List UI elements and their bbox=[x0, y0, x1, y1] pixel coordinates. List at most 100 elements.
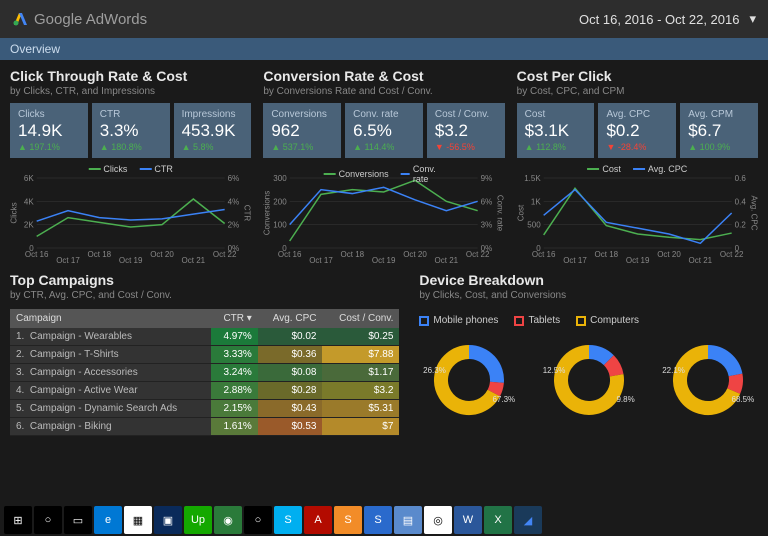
svg-text:3%: 3% bbox=[481, 221, 493, 230]
metric-card[interactable]: Cost / Conv. $3.2 ▼ -56.5% bbox=[427, 103, 505, 158]
taskbar-edge-icon[interactable]: e bbox=[94, 506, 122, 534]
donut-chart: 22.1% 68.5% bbox=[668, 340, 748, 400]
metric-value: $0.2 bbox=[606, 121, 668, 141]
metric-label: Conversions bbox=[271, 109, 333, 120]
column-header[interactable]: Campaign bbox=[10, 309, 211, 328]
metric-card[interactable]: Avg. CPC $0.2 ▼ -28.4% bbox=[598, 103, 676, 158]
cpc-cell: $0.43 bbox=[258, 400, 323, 418]
logo: Google AdWords bbox=[12, 11, 147, 28]
metric-delta: ▲ 114.4% bbox=[353, 142, 415, 152]
taskbar-app3-icon[interactable]: ◉ bbox=[214, 506, 242, 534]
svg-text:2K: 2K bbox=[24, 221, 34, 230]
svg-text:0.2: 0.2 bbox=[734, 221, 746, 230]
svg-text:0.4: 0.4 bbox=[734, 197, 746, 206]
chevron-down-icon: ▾ bbox=[749, 11, 756, 27]
svg-text:Oct 21: Oct 21 bbox=[182, 256, 206, 264]
section-sub: by Conversions Rate and Cost / Conv. bbox=[263, 86, 504, 97]
metric-card[interactable]: Conv. rate 6.5% ▲ 114.4% bbox=[345, 103, 423, 158]
svg-text:Avg. CPC: Avg. CPC bbox=[749, 196, 758, 231]
metric-delta: ▼ -56.5% bbox=[435, 142, 497, 152]
legend-item: Conv. rate bbox=[401, 164, 445, 184]
table-row[interactable]: 5. Campaign - Dynamic Search Ads 2.15% $… bbox=[10, 400, 399, 418]
cpc-cell: $0.53 bbox=[258, 418, 323, 436]
section-cpc: Cost Per Click by Cost, CPC, and CPM Cos… bbox=[517, 68, 758, 264]
svg-text:1.5K: 1.5K bbox=[524, 174, 541, 183]
svg-text:500: 500 bbox=[527, 221, 541, 230]
table-row[interactable]: 2. Campaign - T-Shirts 3.33% $0.36 $7.88 bbox=[10, 346, 399, 364]
table-row[interactable]: 4. Campaign - Active Wear 2.88% $0.28 $3… bbox=[10, 382, 399, 400]
section-title: Click Through Rate & Cost bbox=[10, 68, 251, 84]
svg-text:CTR: CTR bbox=[243, 205, 252, 222]
cpc-cell: $0.08 bbox=[258, 364, 323, 382]
svg-text:Oct 18: Oct 18 bbox=[594, 250, 618, 259]
adwords-icon bbox=[12, 11, 28, 27]
legend-item: Conversions bbox=[324, 164, 389, 184]
taskbar-app5-icon[interactable]: S bbox=[364, 506, 392, 534]
taskbar-app6-icon[interactable]: ▤ bbox=[394, 506, 422, 534]
taskbar-word-icon[interactable]: W bbox=[454, 506, 482, 534]
line-chart: ClicksCTR 00%2K2%4K4%6K6%Oct 16Oct 17Oct… bbox=[10, 164, 251, 264]
taskbar-snagit-icon[interactable]: S bbox=[334, 506, 362, 534]
tab-bar: Overview bbox=[0, 38, 768, 60]
metric-card[interactable]: Cost $3.1K ▲ 112.8% bbox=[517, 103, 595, 158]
svg-text:Oct 18: Oct 18 bbox=[341, 250, 365, 259]
tab-overview[interactable]: Overview bbox=[10, 42, 60, 56]
table-row[interactable]: 6. Campaign - Biking 1.61% $0.53 $7 bbox=[10, 418, 399, 436]
metric-label: Avg. CPC bbox=[606, 109, 668, 120]
column-header[interactable]: CTR ▾ bbox=[211, 309, 258, 328]
taskbar-start-icon[interactable]: ⊞ bbox=[4, 506, 32, 534]
legend-item: Cost bbox=[587, 164, 621, 174]
metric-card[interactable]: Avg. CPM $6.7 ▲ 100.9% bbox=[680, 103, 758, 158]
taskbar-taskview-icon[interactable]: ▭ bbox=[64, 506, 92, 534]
taskbar-app1-icon[interactable]: ▦ bbox=[124, 506, 152, 534]
brand-text: Google AdWords bbox=[34, 11, 147, 28]
metric-delta: ▲ 100.9% bbox=[688, 142, 750, 152]
taskbar-search-icon[interactable]: ○ bbox=[34, 506, 62, 534]
metric-card[interactable]: CTR 3.3% ▲ 180.8% bbox=[92, 103, 170, 158]
taskbar-upwork-icon[interactable]: Up bbox=[184, 506, 212, 534]
date-range-picker[interactable]: Oct 16, 2016 - Oct 22, 2016 ▾ bbox=[579, 11, 756, 27]
metric-card[interactable]: Impressions 453.9K ▲ 5.8% bbox=[174, 103, 252, 158]
taskbar-chrome-icon[interactable]: ◎ bbox=[424, 506, 452, 534]
metric-value: 6.5% bbox=[353, 121, 415, 141]
svg-text:Oct 16: Oct 16 bbox=[532, 250, 556, 259]
metric-value: 3.3% bbox=[100, 121, 162, 141]
cost-cell: $7 bbox=[322, 418, 399, 436]
metric-value: $3.2 bbox=[435, 121, 497, 141]
metric-label: Impressions bbox=[182, 109, 244, 120]
donut-label: 22.1% bbox=[662, 366, 685, 375]
cost-cell: $7.88 bbox=[322, 346, 399, 364]
taskbar-excel-icon[interactable]: X bbox=[484, 506, 512, 534]
column-header[interactable]: Cost / Conv. bbox=[322, 309, 399, 328]
taskbar-app2-icon[interactable]: ▣ bbox=[154, 506, 182, 534]
taskbar-app4-icon[interactable]: ○ bbox=[244, 506, 272, 534]
metric-value: $3.1K bbox=[525, 121, 587, 141]
donut-label: 67.3% bbox=[492, 395, 515, 404]
main-content: Click Through Rate & Cost by Clicks, CTR… bbox=[0, 60, 768, 444]
metric-label: Clicks bbox=[18, 109, 80, 120]
svg-text:Oct 20: Oct 20 bbox=[657, 250, 681, 259]
svg-text:Oct 20: Oct 20 bbox=[404, 250, 428, 259]
table-row[interactable]: 3. Campaign - Accessories 3.24% $0.08 $1… bbox=[10, 364, 399, 382]
taskbar-adwords-icon[interactable]: ◢ bbox=[514, 506, 542, 534]
campaigns-table: CampaignCTR ▾Avg. CPCCost / Conv. 1. Cam… bbox=[10, 309, 399, 436]
svg-text:0.6: 0.6 bbox=[734, 174, 746, 183]
metric-card[interactable]: Conversions 962 ▲ 537.1% bbox=[263, 103, 341, 158]
svg-text:200: 200 bbox=[274, 197, 288, 206]
taskbar-skype-icon[interactable]: S bbox=[274, 506, 302, 534]
metric-card[interactable]: Clicks 14.9K ▲ 197.1% bbox=[10, 103, 88, 158]
donut-chart: 26.3% 67.3% bbox=[429, 340, 509, 400]
svg-text:Oct 19: Oct 19 bbox=[626, 256, 650, 264]
table-row[interactable]: 1. Campaign - Wearables 4.97% $0.02 $0.2… bbox=[10, 328, 399, 346]
ctr-cell: 3.24% bbox=[211, 364, 258, 382]
top-campaigns-section: Top Campaigns by CTR, Avg. CPC, and Cost… bbox=[10, 272, 399, 436]
section-title: Cost Per Click bbox=[517, 68, 758, 84]
cpc-cell: $0.28 bbox=[258, 382, 323, 400]
legend-item: CTR bbox=[139, 164, 173, 174]
section-ctr: Click Through Rate & Cost by Clicks, CTR… bbox=[10, 68, 251, 264]
svg-text:Oct 16: Oct 16 bbox=[25, 250, 49, 259]
metric-delta: ▲ 180.8% bbox=[100, 142, 162, 152]
taskbar-acrobat-icon[interactable]: A bbox=[304, 506, 332, 534]
column-header[interactable]: Avg. CPC bbox=[258, 309, 323, 328]
date-range-text: Oct 16, 2016 - Oct 22, 2016 bbox=[579, 12, 739, 27]
